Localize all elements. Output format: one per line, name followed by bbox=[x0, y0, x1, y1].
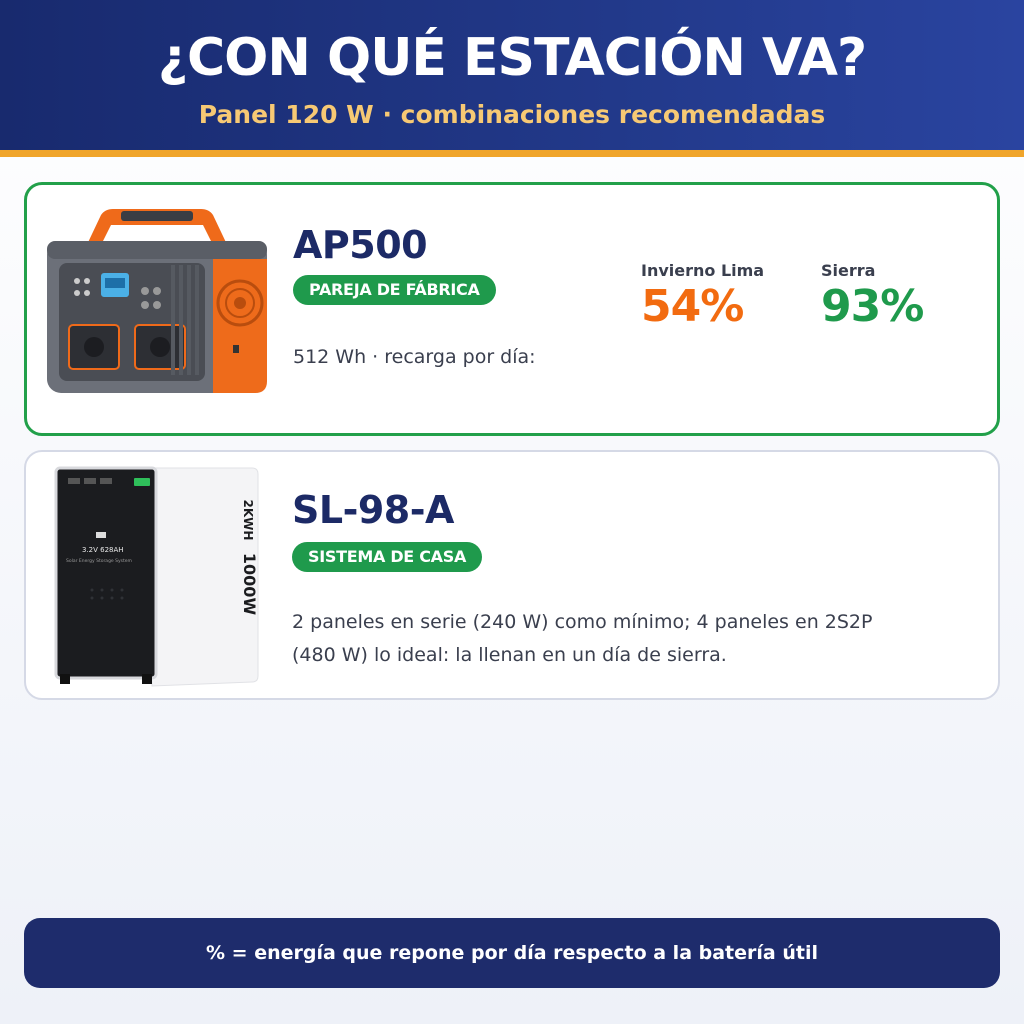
product-name: SL-98-A bbox=[292, 488, 454, 532]
side-text-power: 1000W bbox=[240, 553, 259, 616]
sl98a-product-image: 3.2V 628AH Solar Energy Storage System 1… bbox=[54, 466, 259, 687]
ap500-product-image bbox=[47, 209, 267, 393]
status-badge: SISTEMA DE CASA bbox=[292, 542, 483, 572]
product-description: 2 paneles en serie (240 W) como mínimo; … bbox=[292, 606, 872, 672]
product-card-sl98a[interactable]: 3.2V 628AH Solar Energy Storage System 1… bbox=[24, 450, 1000, 700]
side-text-capacity: 2KWH bbox=[241, 500, 255, 541]
description-line-2: (480 W) lo ideal: la llenan en un día de… bbox=[292, 644, 727, 666]
footer-note: % = energía que repone por día respecto … bbox=[24, 918, 1000, 988]
battery-sub-text: Solar Energy Storage System bbox=[66, 558, 132, 564]
product-card-ap500[interactable]: AP500 PAREJA DE FÁBRICA 512 Wh · recarga… bbox=[24, 182, 1000, 436]
accent-divider bbox=[0, 150, 1024, 157]
product-name: AP500 bbox=[293, 223, 428, 267]
stat-value-winter-lima: 54% bbox=[641, 281, 744, 332]
page-subtitle: Panel 120 W · combinaciones recomendadas bbox=[198, 100, 826, 129]
product-description: 512 Wh · recarga por día: bbox=[293, 346, 536, 368]
status-badge: PAREJA DE FÁBRICA bbox=[293, 275, 496, 305]
page-title: ¿CON QUÉ ESTACIÓN VA? bbox=[157, 28, 867, 88]
description-line-1: 2 paneles en serie (240 W) como mínimo; … bbox=[292, 611, 873, 633]
stat-label-winter-lima: Invierno Lima bbox=[641, 261, 765, 280]
stat-value-sierra: 93% bbox=[821, 281, 924, 332]
battery-label-text: 3.2V 628AH bbox=[82, 546, 124, 554]
header: ¿CON QUÉ ESTACIÓN VA? Panel 120 W · comb… bbox=[0, 0, 1024, 150]
stat-label-sierra: Sierra bbox=[821, 261, 876, 280]
